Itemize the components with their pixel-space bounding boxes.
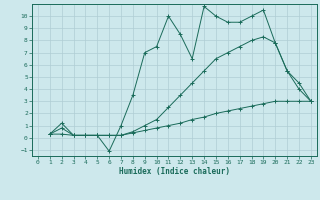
- X-axis label: Humidex (Indice chaleur): Humidex (Indice chaleur): [119, 167, 230, 176]
